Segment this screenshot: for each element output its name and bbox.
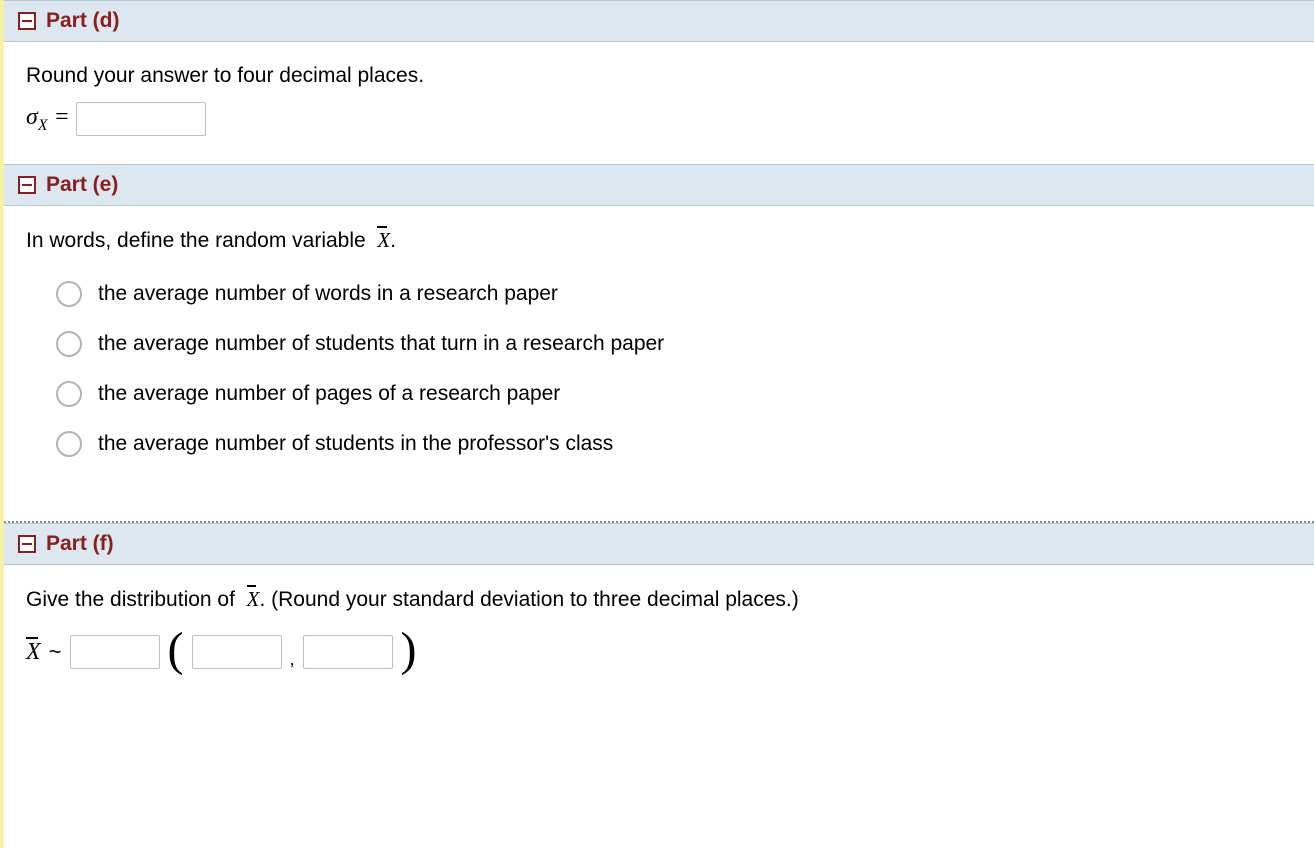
- option-row[interactable]: the average number of students in the pr…: [56, 419, 1292, 469]
- part-f-body: Give the distribution of X. (Round your …: [4, 565, 1314, 704]
- option-label: the average number of pages of a researc…: [98, 382, 560, 406]
- part-e-header[interactable]: Part (e): [4, 164, 1314, 206]
- collapse-icon[interactable]: [18, 176, 36, 194]
- radio-input[interactable]: [56, 381, 82, 407]
- part-e-options: the average number of words in a researc…: [26, 269, 1292, 469]
- collapse-icon[interactable]: [18, 535, 36, 553]
- option-label: the average number of students in the pr…: [98, 432, 613, 456]
- option-label: the average number of words in a researc…: [98, 282, 558, 306]
- part-f-question-prefix: Give the distribution of: [26, 588, 241, 611]
- part-e-question: In words, define the random variable X.: [26, 228, 1292, 253]
- radio-input[interactable]: [56, 281, 82, 307]
- part-d-title: Part (d): [46, 9, 120, 33]
- part-e-body: In words, define the random variable X. …: [4, 206, 1314, 497]
- question-page: Part (d) Round your answer to four decim…: [0, 0, 1314, 848]
- dist-param2-input[interactable]: [303, 635, 393, 669]
- part-e-question-suffix: .: [390, 229, 396, 252]
- part-e-title: Part (e): [46, 173, 118, 197]
- open-paren: (: [168, 626, 184, 674]
- option-label: the average number of students that turn…: [98, 332, 664, 356]
- distribution-row: X ~ ( , ): [26, 628, 1292, 676]
- close-paren: ): [401, 626, 417, 674]
- part-f-header[interactable]: Part (f): [4, 523, 1314, 565]
- xbar-symbol: X: [377, 228, 390, 253]
- dist-name-input[interactable]: [70, 635, 160, 669]
- radio-input[interactable]: [56, 331, 82, 357]
- option-row[interactable]: the average number of students that turn…: [56, 319, 1292, 369]
- part-d-body: Round your answer to four decimal places…: [4, 42, 1314, 164]
- part-f-question-suffix: . (Round your standard deviation to thre…: [259, 588, 798, 611]
- comma: ,: [290, 649, 295, 670]
- sigma-x-input[interactable]: [76, 102, 206, 136]
- collapse-icon[interactable]: [18, 12, 36, 30]
- xbar-symbol: X: [26, 639, 41, 666]
- sigma-x-label: σX =: [26, 104, 70, 135]
- part-f-question: Give the distribution of X. (Round your …: [26, 587, 1292, 612]
- part-e-question-prefix: In words, define the random variable: [26, 229, 372, 252]
- part-d-instruction: Round your answer to four decimal places…: [26, 64, 1292, 88]
- option-row[interactable]: the average number of pages of a researc…: [56, 369, 1292, 419]
- radio-input[interactable]: [56, 431, 82, 457]
- part-d-header[interactable]: Part (d): [4, 0, 1314, 42]
- xbar-symbol: X: [247, 587, 260, 612]
- sigma-row: σX =: [26, 102, 1292, 136]
- option-row[interactable]: the average number of words in a researc…: [56, 269, 1292, 319]
- tilde-symbol: ~: [49, 639, 62, 665]
- part-f-title: Part (f): [46, 532, 114, 556]
- dist-param1-input[interactable]: [192, 635, 282, 669]
